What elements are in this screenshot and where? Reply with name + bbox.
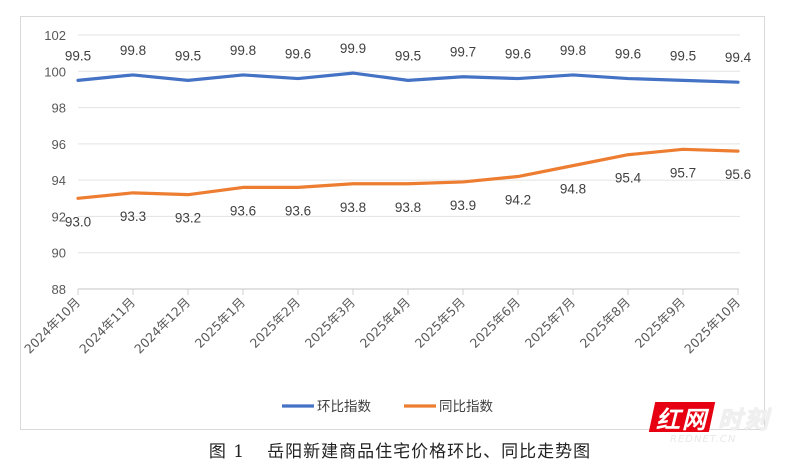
x-tick-label: 2025年7月: [522, 295, 578, 351]
data-label: 93.8: [340, 200, 366, 215]
caption-text: 岳阳新建商品住宅价格环比、同比走势图: [267, 442, 592, 462]
x-axis: [77, 288, 739, 295]
data-label: 93.9: [450, 198, 476, 213]
rednet-watermark: 红网 时刻 REDNET.CN: [648, 398, 788, 458]
y-tick-label: 90: [52, 246, 66, 261]
data-label: 93.2: [175, 211, 201, 226]
data-label: 93.6: [285, 203, 311, 218]
data-label: 95.7: [670, 165, 696, 180]
data-label: 99.8: [230, 43, 256, 58]
data-label: 99.5: [670, 48, 696, 63]
y-tick-label: 102: [44, 28, 66, 43]
x-tick-label: 2025年2月: [247, 295, 303, 351]
data-label: 95.6: [725, 167, 751, 182]
data-label: 99.6: [615, 47, 641, 62]
data-label: 94.8: [560, 182, 586, 197]
y-tick-label: 100: [44, 64, 66, 79]
series-line-0: [76, 71, 740, 84]
data-label: 93.0: [65, 214, 91, 229]
x-tick-label: 2025年9月: [632, 295, 688, 351]
data-label: 95.4: [615, 171, 642, 186]
figure-number: 图 1: [208, 442, 246, 462]
data-label: 99.4: [725, 50, 752, 65]
series-lines: [76, 71, 740, 200]
y-tick-label: 88: [52, 282, 66, 297]
y-tick-label: 92: [52, 209, 66, 224]
data-label: 99.6: [505, 47, 531, 62]
x-tick-label: 2024年11月: [76, 295, 138, 357]
data-label: 99.8: [120, 43, 146, 58]
data-label: 99.5: [175, 48, 201, 63]
data-label: 99.8: [560, 43, 586, 58]
y-tick-label: 94: [52, 173, 66, 188]
watermark-brand-white: 时刻: [718, 406, 770, 434]
x-tick-label: 2025年6月: [467, 295, 523, 351]
x-axis-labels: 2024年10月2024年11月2024年12月2025年1月2025年2月20…: [21, 295, 743, 357]
y-tick-label: 96: [52, 137, 66, 152]
data-label: 99.5: [395, 48, 421, 63]
x-tick-label: 2025年1月: [192, 295, 248, 351]
watermark-brand-red: 红网: [656, 406, 708, 434]
x-tick-label: 2025年4月: [357, 295, 413, 351]
x-tick-label: 2024年12月: [131, 295, 193, 357]
chart-frame: [20, 16, 765, 430]
data-labels: 99.5 99.8 99.5 99.8 99.6 99.9 99.5 99.7 99.6 99.8…: [65, 41, 752, 229]
data-label: 93.6: [230, 203, 256, 218]
x-tick-label: 2025年5月: [412, 295, 468, 351]
x-tick-label: 2025年10月: [681, 295, 743, 357]
x-tick-label: 2024年10月: [21, 295, 83, 357]
data-label: 94.2: [505, 193, 531, 208]
legend: 环比指数 同比指数: [282, 399, 493, 415]
data-label: 93.3: [120, 209, 146, 224]
figure-caption: 图 1 岳阳新建商品住宅价格环比、同比走势图: [0, 437, 800, 462]
x-tick-label: 2025年8月: [577, 295, 633, 351]
x-tick-label: 2025年3月: [302, 295, 358, 351]
data-label: 99.9: [340, 41, 366, 56]
watermark-domain: REDNET.CN: [670, 434, 737, 445]
data-label: 99.7: [450, 45, 476, 60]
data-label: 99.6: [285, 47, 311, 62]
y-tick-label: 98: [52, 101, 66, 116]
data-label: 93.8: [395, 200, 421, 215]
legend-label-1: 同比指数: [439, 399, 493, 415]
y-axis-ticks: 88 90 92 94 96 98 100 102: [44, 28, 66, 297]
data-label: 99.5: [65, 48, 91, 63]
gridlines: [78, 34, 740, 254]
legend-label-0: 环比指数: [317, 399, 371, 415]
series-line-1: [76, 147, 740, 200]
